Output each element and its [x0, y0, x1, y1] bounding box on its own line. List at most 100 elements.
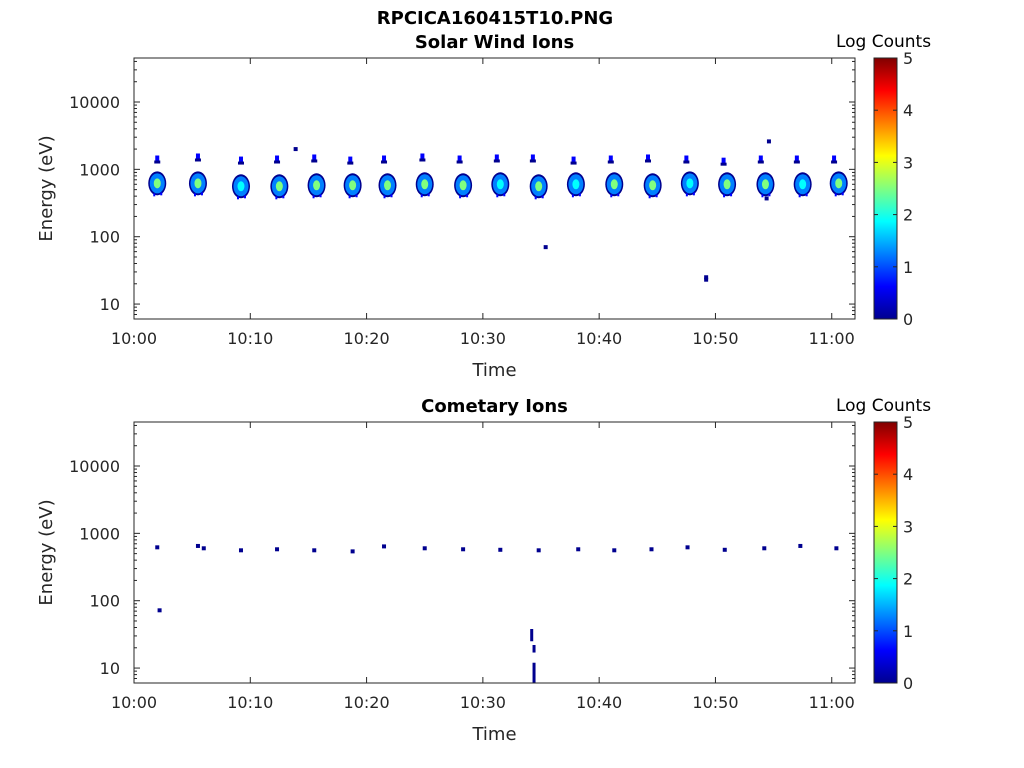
data-blip	[237, 161, 244, 165]
data-blob	[572, 179, 580, 190]
colorbar-tick-label: 5	[903, 49, 913, 68]
data-speck	[195, 543, 200, 548]
data-speck	[798, 543, 803, 548]
data-pixel	[383, 195, 386, 199]
y-tick-label: 1000	[79, 160, 120, 179]
data-pixel	[730, 193, 733, 197]
y-tick-label: 100	[89, 228, 120, 247]
data-speck	[834, 546, 839, 551]
data-speck	[576, 547, 581, 552]
data-blob	[761, 179, 769, 190]
data-pixel	[768, 193, 771, 197]
colorbar-tick-label: 1	[903, 622, 913, 641]
data-pixel	[723, 194, 726, 198]
y-tick-label: 10	[100, 659, 120, 678]
colorbar-gradient	[873, 57, 898, 320]
data-speck	[461, 547, 466, 552]
colorbar-tick-label: 3	[903, 517, 913, 536]
data-blip	[238, 156, 243, 164]
data-blip	[757, 160, 764, 164]
data-pixel	[236, 196, 239, 200]
x-tick-label: 10:50	[692, 693, 738, 712]
data-blob	[535, 181, 543, 192]
x-tick-label: 10:00	[111, 693, 157, 712]
data-blip	[646, 154, 651, 162]
panel-title: Solar Wind Ions	[415, 32, 574, 53]
data-blob	[237, 181, 245, 192]
data-speck	[766, 139, 771, 144]
y-tick-label: 100	[89, 592, 120, 611]
x-tick-label: 10:10	[227, 329, 273, 348]
data-blob	[799, 179, 807, 190]
data-blip	[154, 160, 161, 164]
data-blip	[194, 158, 201, 162]
data-pixel	[420, 194, 423, 198]
data-pixel	[655, 194, 658, 198]
data-blob	[153, 178, 161, 189]
colorbar-label: Log Counts	[836, 396, 931, 416]
data-blob	[723, 179, 731, 190]
x-tick-label: 10:40	[576, 329, 622, 348]
data-blob	[835, 178, 843, 189]
colorbar-tick-label: 1	[903, 258, 913, 277]
data-pixel	[834, 193, 837, 197]
data-blip	[420, 153, 425, 161]
data-streak	[532, 644, 536, 653]
data-blip	[155, 155, 160, 163]
y-tick-label: 10000	[69, 93, 120, 112]
data-pixel	[243, 195, 246, 199]
data-pixel	[571, 194, 574, 198]
data-pixel	[841, 192, 844, 196]
data-blip	[274, 160, 281, 164]
colorbar-tick-label: 0	[903, 310, 913, 329]
data-speck	[704, 277, 709, 282]
data-speck	[238, 548, 243, 553]
data-blip	[381, 160, 388, 164]
data-blip	[494, 154, 499, 162]
data-pixel	[496, 194, 499, 198]
data-pixel	[541, 195, 544, 199]
data-blip	[794, 155, 799, 163]
data-pixel	[200, 192, 203, 196]
data-speck	[762, 546, 767, 551]
data-blip	[312, 154, 317, 162]
x-tick-label: 10:30	[460, 693, 506, 712]
x-tick-label: 10:30	[460, 329, 506, 348]
plot-data	[148, 139, 848, 282]
x-tick-label: 10:20	[344, 329, 390, 348]
plot-frame	[133, 57, 856, 320]
x-axis-label: Time	[471, 724, 516, 745]
colorbar-label: Log Counts	[836, 32, 931, 52]
data-blob	[610, 179, 618, 190]
data-pixel	[275, 196, 278, 200]
x-tick-label: 10:20	[344, 693, 390, 712]
data-pixel	[282, 195, 285, 199]
data-pixel	[685, 193, 688, 197]
data-blip	[607, 160, 614, 164]
data-streak	[532, 662, 536, 683]
data-blip	[720, 162, 727, 166]
data-pixel	[534, 196, 537, 200]
data-speck	[704, 275, 709, 280]
data-pixel	[160, 192, 163, 196]
data-blip	[758, 155, 763, 163]
data-pixel	[578, 193, 581, 197]
data-blip	[419, 158, 426, 162]
data-blip	[683, 160, 690, 164]
data-blip	[311, 159, 318, 163]
data-speck	[275, 547, 280, 552]
data-pixel	[153, 193, 156, 197]
y-axis-label: Energy (eV)	[36, 499, 57, 605]
y-tick-label: 10000	[69, 457, 120, 476]
figure-title: RPCICA160415T10.PNG	[376, 8, 614, 29]
data-speck	[382, 544, 387, 549]
x-tick-label: 10:40	[576, 693, 622, 712]
x-axis-label: Time	[471, 360, 516, 381]
colorbar-tick-label: 2	[903, 570, 913, 589]
x-tick-label: 10:00	[111, 329, 157, 348]
plot-frame	[133, 421, 856, 684]
data-pixel	[648, 195, 651, 199]
data-blip	[275, 155, 280, 163]
data-blob	[686, 178, 694, 189]
